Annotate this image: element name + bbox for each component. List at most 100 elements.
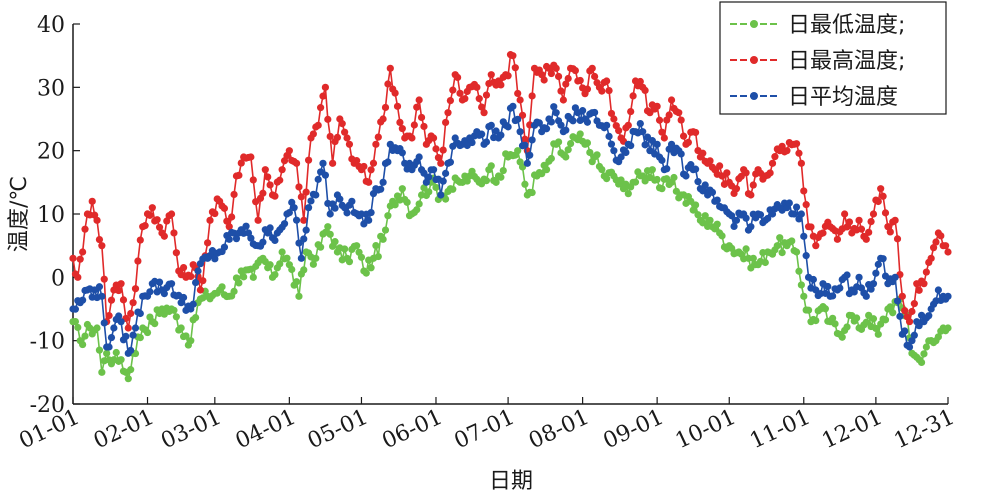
data-point xyxy=(636,119,644,128)
data-point xyxy=(211,255,219,263)
data-point xyxy=(557,87,565,95)
legend-swatch-marker xyxy=(750,92,758,100)
data-point xyxy=(317,104,325,112)
data-point xyxy=(79,340,87,349)
data-point xyxy=(365,178,373,186)
data-point xyxy=(117,356,125,364)
data-point xyxy=(79,296,87,304)
data-point xyxy=(497,81,505,89)
data-point xyxy=(521,180,529,188)
data-point xyxy=(167,280,176,288)
data-point xyxy=(425,188,433,196)
data-point xyxy=(872,269,880,277)
data-point xyxy=(509,52,517,60)
data-point xyxy=(660,134,668,142)
data-point xyxy=(812,242,820,250)
data-point xyxy=(797,210,805,218)
data-point xyxy=(898,292,906,300)
data-point xyxy=(259,189,267,197)
data-point xyxy=(487,121,495,129)
data-point xyxy=(442,118,450,127)
data-point xyxy=(357,253,366,261)
data-point xyxy=(343,134,351,142)
data-point xyxy=(829,292,837,300)
data-point xyxy=(473,83,481,91)
data-point xyxy=(742,169,750,177)
data-point xyxy=(915,322,923,330)
data-point xyxy=(179,293,188,302)
data-point xyxy=(550,103,558,111)
y-tick-label: 20 xyxy=(37,140,65,165)
data-point xyxy=(701,181,709,189)
data-point xyxy=(554,72,563,81)
data-point xyxy=(877,185,885,193)
data-point xyxy=(768,159,777,167)
data-point xyxy=(862,318,870,326)
data-point xyxy=(934,286,942,294)
data-point xyxy=(374,133,382,141)
data-point xyxy=(891,216,899,224)
data-point xyxy=(547,154,555,163)
data-point xyxy=(333,133,342,142)
data-point xyxy=(384,212,392,220)
data-point xyxy=(845,218,854,226)
data-point xyxy=(749,254,757,262)
data-point xyxy=(540,76,548,84)
data-point xyxy=(71,317,79,326)
data-point xyxy=(93,216,101,224)
data-point xyxy=(910,331,918,339)
data-point xyxy=(552,64,560,72)
data-point xyxy=(182,332,190,340)
data-point xyxy=(110,324,118,332)
x-tick-label: 05-01 xyxy=(304,405,372,454)
data-point xyxy=(879,255,887,263)
data-point xyxy=(795,267,803,275)
x-tick-label: 11-01 xyxy=(746,405,814,454)
x-tick-label: 10-01 xyxy=(672,405,740,454)
data-point xyxy=(379,115,387,123)
series-min xyxy=(69,130,952,383)
data-point xyxy=(398,185,406,193)
data-point xyxy=(908,337,916,345)
data-point xyxy=(778,249,786,257)
data-point xyxy=(615,127,623,135)
data-point xyxy=(562,153,570,161)
data-point xyxy=(857,225,866,233)
data-point xyxy=(927,254,935,262)
data-point xyxy=(292,216,301,224)
data-point xyxy=(792,203,801,211)
data-point xyxy=(742,214,750,222)
data-point xyxy=(189,300,197,308)
data-point xyxy=(319,92,327,100)
data-point xyxy=(374,252,382,261)
data-point xyxy=(225,235,233,243)
data-point xyxy=(917,358,926,367)
data-point xyxy=(379,235,387,243)
data-point xyxy=(831,320,839,328)
data-point xyxy=(223,217,231,225)
data-point xyxy=(290,204,298,212)
data-point xyxy=(266,261,274,269)
data-point xyxy=(76,255,84,263)
data-point xyxy=(571,66,580,75)
data-point xyxy=(605,132,613,140)
data-point xyxy=(377,185,385,193)
data-point xyxy=(148,204,156,212)
data-point xyxy=(302,188,310,196)
data-point xyxy=(480,109,488,117)
data-point xyxy=(622,148,630,157)
data-point xyxy=(170,229,178,237)
data-point xyxy=(237,159,245,167)
data-point xyxy=(439,146,447,154)
data-point xyxy=(598,165,606,174)
data-point xyxy=(367,264,375,272)
data-point xyxy=(456,89,464,97)
data-point xyxy=(259,238,267,246)
data-point xyxy=(326,210,334,218)
data-point xyxy=(492,178,500,186)
data-point xyxy=(362,269,370,277)
y-tick-label: 10 xyxy=(37,203,65,228)
data-point xyxy=(792,140,801,148)
legend-item: 日最低温度; xyxy=(730,13,905,38)
legend-label: 日平均温度 xyxy=(788,85,898,110)
